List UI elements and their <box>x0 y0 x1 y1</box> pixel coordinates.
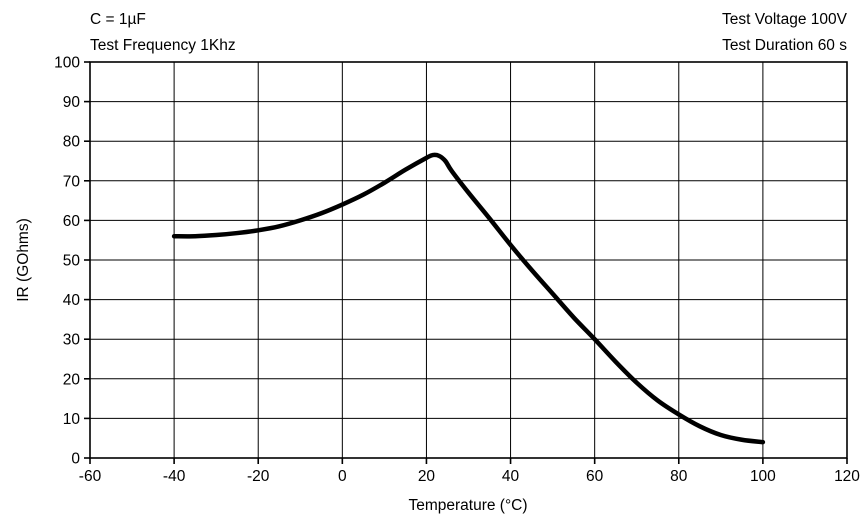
x-axis-title: Temperature (°C) <box>408 497 527 514</box>
y-tick-label: 20 <box>63 371 81 388</box>
capacitance-note: C = 1µF <box>90 11 146 28</box>
test-frequency-note: Test Frequency 1Khz <box>90 37 236 54</box>
x-tick-label: 60 <box>586 468 604 485</box>
y-tick-label: 80 <box>63 134 81 151</box>
x-tick-label: -20 <box>247 468 270 485</box>
y-tick-label: 10 <box>63 411 81 428</box>
x-tick-label: 20 <box>418 468 436 485</box>
x-axis-ticks: -60 -40 -20 0 20 40 60 80 100 120 <box>79 458 860 485</box>
ir-curve-line <box>171 152 766 445</box>
x-tick-label: -40 <box>163 468 186 485</box>
x-tick-label: 100 <box>750 468 776 485</box>
x-tick-label: 40 <box>502 468 520 485</box>
y-tick-label: 70 <box>63 173 81 190</box>
test-duration-note: Test Duration 60 s <box>722 37 847 54</box>
x-tick-label: 120 <box>834 468 860 485</box>
test-voltage-note: Test Voltage 100V <box>722 11 848 28</box>
y-tick-label: 100 <box>54 55 80 72</box>
x-tick-label: 80 <box>670 468 688 485</box>
y-tick-label: 50 <box>63 253 81 270</box>
y-tick-label: 30 <box>63 332 81 349</box>
plot-frame <box>89 61 848 459</box>
y-tick-label: 60 <box>63 213 81 230</box>
y-axis-ticks: 0 10 20 30 40 50 60 70 80 90 100 <box>54 55 90 468</box>
x-tick-label: -60 <box>79 468 102 485</box>
y-tick-label: 90 <box>63 94 81 111</box>
y-axis-title: IR (GOhms) <box>15 218 32 302</box>
y-tick-label: 40 <box>63 292 81 309</box>
series-layer <box>171 152 766 445</box>
x-tick-label: 0 <box>338 468 347 485</box>
y-tick-label: 0 <box>71 451 80 468</box>
